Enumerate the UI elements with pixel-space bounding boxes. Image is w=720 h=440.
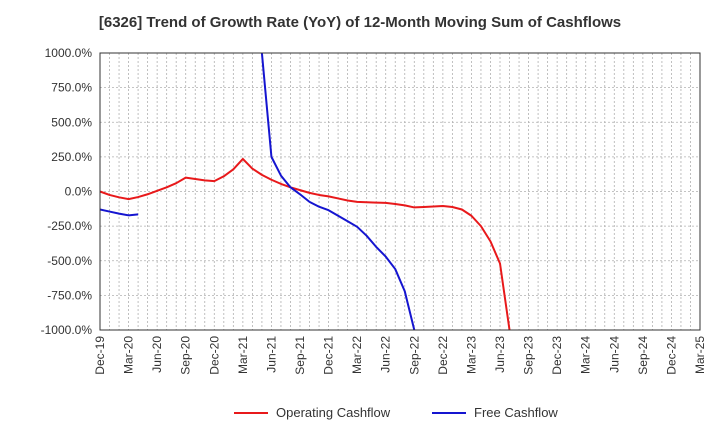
x-tick-label: Sep-21 bbox=[293, 336, 307, 375]
plot-frame bbox=[99, 52, 701, 331]
legend-label-operating: Operating Cashflow bbox=[276, 405, 391, 420]
x-tick-label: Jun-24 bbox=[607, 336, 621, 373]
x-tick-label: Sep-24 bbox=[636, 336, 650, 375]
y-tick-label: -1000.0% bbox=[41, 323, 93, 337]
x-tick-label: Dec-23 bbox=[550, 336, 564, 375]
y-tick-label: -250.0% bbox=[47, 219, 92, 233]
y-tick-label: 0.0% bbox=[65, 185, 93, 199]
series-layer bbox=[100, 53, 511, 330]
y-tick-label: 250.0% bbox=[51, 150, 92, 164]
x-tick-label: Jun-23 bbox=[493, 336, 507, 373]
x-tick-label: Mar-24 bbox=[579, 336, 593, 374]
x-tick-label: Sep-22 bbox=[407, 336, 421, 375]
y-tick-label: -500.0% bbox=[47, 254, 92, 268]
legend-item-free: Free Cashflow bbox=[432, 405, 558, 420]
series-line-operating-cashflow bbox=[100, 157, 511, 330]
x-tick-label: Mar-22 bbox=[350, 336, 364, 374]
chart-title: [6326] Trend of Growth Rate (YoY) of 12-… bbox=[98, 14, 622, 31]
x-tick-label: Dec-21 bbox=[322, 336, 336, 375]
legend-label-free: Free Cashflow bbox=[474, 405, 558, 420]
axis-layer: 1000.0% 750.0% 500.0% 250.0% 0.0% -250.0% -500… bbox=[41, 46, 707, 375]
x-tick-label: Dec-20 bbox=[207, 336, 221, 375]
legend-swatch-free bbox=[432, 411, 466, 414]
y-tick-label: 1000.0% bbox=[45, 46, 93, 60]
grid-layer bbox=[100, 53, 700, 330]
legend-item-operating: Operating Cashflow bbox=[234, 405, 390, 420]
y-tick-label: 750.0% bbox=[51, 81, 92, 95]
y-tick-label: 500.0% bbox=[51, 115, 92, 129]
x-tick-label: Sep-23 bbox=[522, 336, 536, 375]
x-tick-label: Mar-25 bbox=[693, 336, 707, 374]
x-tick-label: Mar-23 bbox=[464, 336, 478, 374]
x-tick-label: Jun-22 bbox=[379, 336, 393, 373]
legend: Operating Cashflow Free Cashflow bbox=[0, 405, 720, 425]
legend-swatch-operating bbox=[234, 411, 268, 414]
y-tick-label: -750.0% bbox=[47, 288, 92, 302]
x-tick-label: Dec-22 bbox=[436, 336, 450, 375]
x-tick-label: Sep-20 bbox=[179, 336, 193, 375]
x-tick-label: Jun-21 bbox=[264, 336, 278, 373]
x-tick-label: Dec-19 bbox=[93, 336, 107, 375]
x-tick-label: Mar-21 bbox=[236, 336, 250, 374]
x-tick-label: Dec-24 bbox=[664, 336, 678, 375]
series-line-free-cashflow bbox=[100, 208, 139, 217]
series-line-free-cashflow bbox=[260, 53, 416, 330]
x-tick-label: Jun-20 bbox=[150, 336, 164, 373]
x-tick-label: Mar-20 bbox=[122, 336, 136, 374]
